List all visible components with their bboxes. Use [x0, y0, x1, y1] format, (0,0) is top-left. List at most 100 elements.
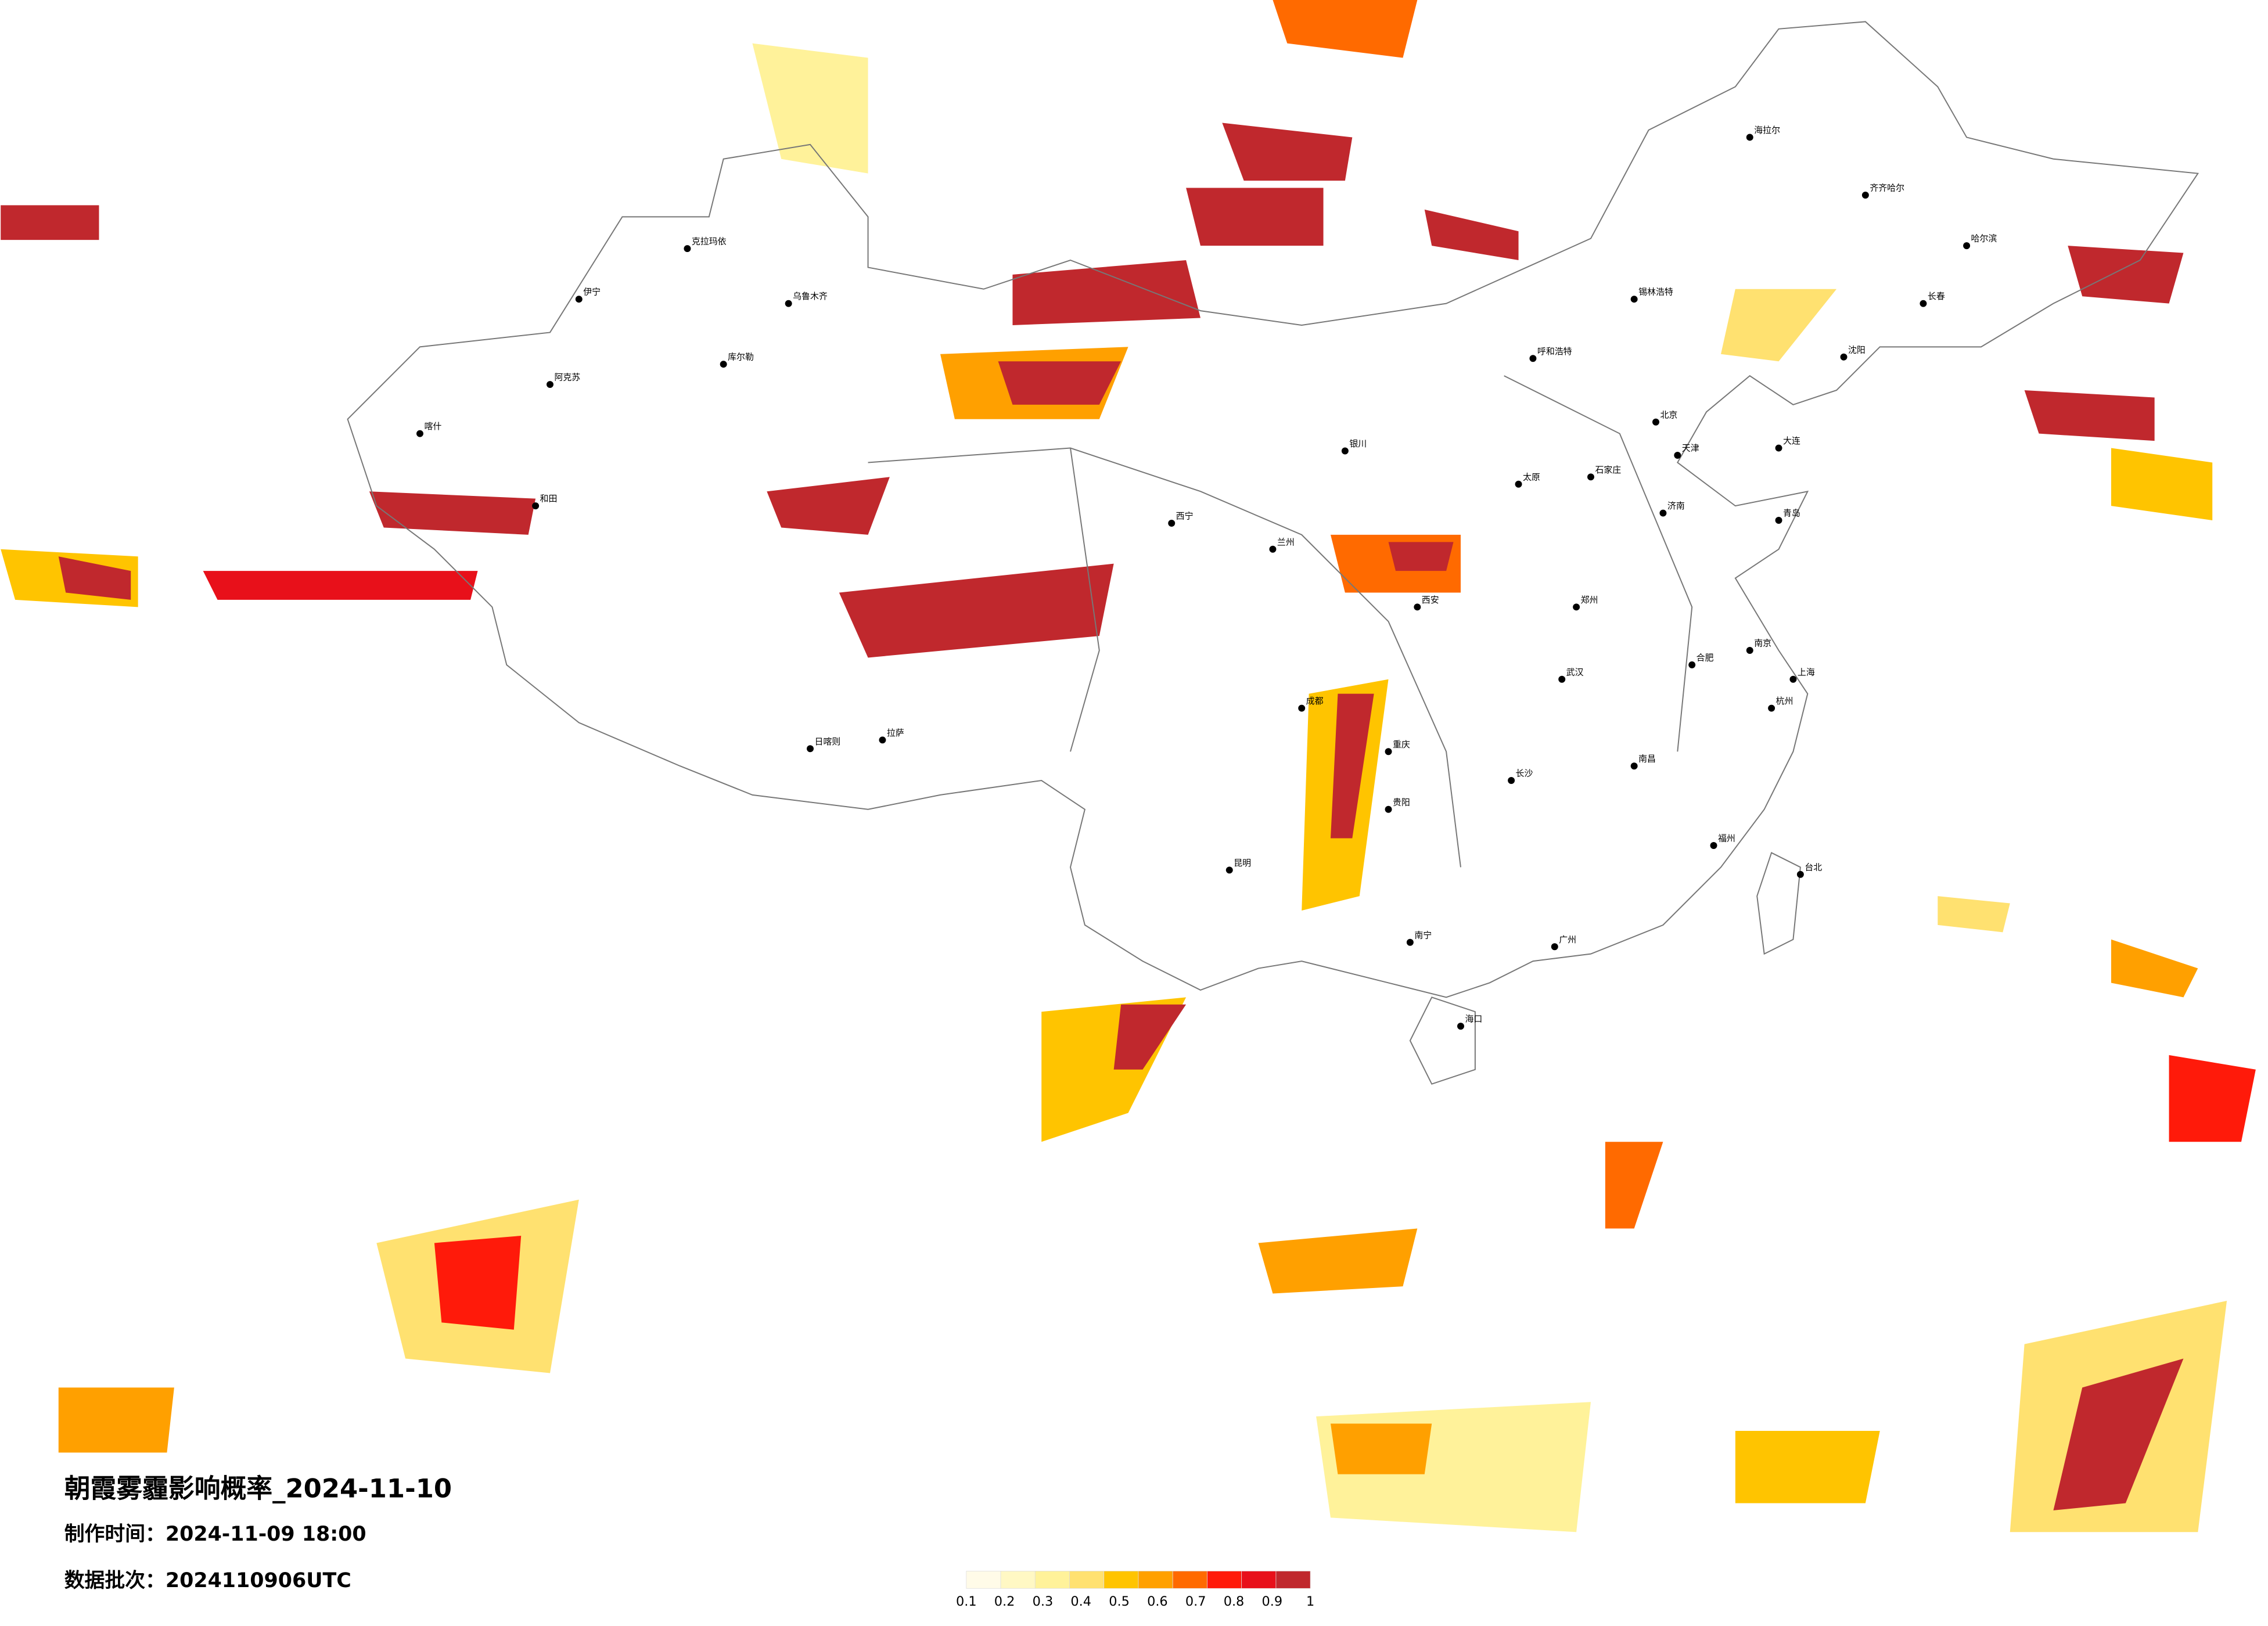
city-label: 库尔勒 — [728, 352, 754, 362]
legend-tick-label: 0.4 — [1070, 1594, 1091, 1609]
city-dot — [1674, 452, 1681, 459]
city-dot — [1341, 447, 1349, 455]
city-label: 重庆 — [1393, 739, 1410, 750]
city-label: 青岛 — [1783, 508, 1800, 519]
legend-swatch — [1069, 1571, 1105, 1589]
legend-swatch — [1172, 1571, 1207, 1589]
legend-tick-label: 0.1 — [956, 1594, 977, 1609]
city-label: 喀什 — [424, 421, 441, 431]
city-label: 长沙 — [1516, 768, 1533, 779]
city-label: 天津 — [1682, 443, 1699, 454]
map-title: 朝霞雾霾影响概率_2024-11-10 — [64, 1473, 452, 1503]
legend-swatch — [1104, 1571, 1139, 1589]
city-dot — [1746, 134, 1753, 141]
city-dot — [1385, 748, 1392, 756]
city-label: 西安 — [1422, 595, 1439, 605]
legend-swatch — [1034, 1571, 1070, 1589]
city-label: 日喀则 — [814, 736, 840, 747]
legend: 0.1 0.2 0.3 0.4 0.5 0.6 0.7 0.8 0.9 1 — [956, 1571, 1314, 1609]
legend-tick-label: 0.2 — [994, 1594, 1015, 1609]
city-dot — [1406, 938, 1414, 946]
city-label: 昆明 — [1234, 858, 1251, 868]
city-label: 上海 — [1798, 667, 1815, 677]
city-dot — [1630, 762, 1638, 770]
legend-swatch — [1138, 1571, 1173, 1589]
city-dot — [1558, 675, 1566, 683]
city-dot — [1508, 777, 1515, 784]
city-dot — [547, 381, 553, 388]
city-dot — [879, 736, 886, 744]
city-dot — [1775, 517, 1782, 524]
city-label: 台北 — [1805, 862, 1822, 872]
city-dot — [1789, 675, 1797, 683]
city-dot — [1551, 943, 1558, 951]
haze-field — [1, 0, 2256, 1533]
legend-swatch — [1275, 1571, 1311, 1589]
city-dot — [720, 361, 727, 368]
city-label: 阿克苏 — [554, 372, 580, 383]
city-dot — [1775, 444, 1782, 452]
city-label: 太原 — [1523, 472, 1540, 482]
legend-swatch — [1241, 1571, 1277, 1589]
city-label: 锡林浩特 — [1638, 287, 1673, 297]
legend-swatch — [1000, 1571, 1036, 1589]
city-label: 郑州 — [1581, 595, 1598, 605]
city-label: 武汉 — [1566, 667, 1584, 677]
city-dot — [1168, 520, 1176, 527]
city-label: 广州 — [1559, 934, 1576, 945]
city-dot — [807, 745, 814, 753]
city-label: 西宁 — [1176, 511, 1194, 521]
city-dot — [785, 300, 792, 307]
city-label: 北京 — [1660, 409, 1677, 420]
city-label: 兰州 — [1277, 537, 1295, 547]
batch-label: 数据批次： — [64, 1569, 166, 1592]
city-label: 南昌 — [1638, 754, 1656, 764]
city-dot — [1630, 296, 1638, 303]
city-dot — [1840, 353, 1848, 361]
city-label: 济南 — [1667, 501, 1685, 511]
city-label: 和田 — [540, 494, 558, 504]
city-dot — [1529, 355, 1537, 362]
city-dot — [1963, 242, 1971, 250]
city-dot — [1515, 480, 1522, 488]
city-label: 哈尔滨 — [1971, 233, 1997, 244]
city-dot — [1861, 192, 1869, 199]
city-label: 长春 — [1928, 291, 1945, 301]
city-dot — [575, 296, 583, 303]
city-dot — [1710, 842, 1717, 849]
city-dot — [1414, 603, 1421, 611]
city-label: 福州 — [1718, 833, 1735, 844]
city-label: 南宁 — [1414, 930, 1432, 940]
city-label: 石家庄 — [1595, 465, 1621, 475]
legend-tick-label: 0.3 — [1033, 1594, 1054, 1609]
city-dot — [1587, 473, 1594, 481]
city-label: 贵阳 — [1393, 797, 1410, 807]
city-label: 海拉尔 — [1754, 125, 1780, 135]
city-label: 克拉玛依 — [692, 236, 727, 247]
batch-line: 数据批次：2024110906UTC — [64, 1569, 351, 1592]
batch-value: 2024110906UTC — [166, 1569, 351, 1592]
legend-swatch — [966, 1571, 1001, 1589]
city-label: 伊宁 — [583, 287, 601, 297]
city-label: 银川 — [1349, 438, 1367, 449]
map-outline — [347, 21, 2199, 1085]
city-dot — [1385, 805, 1392, 813]
city-label: 齐齐哈尔 — [1870, 183, 1904, 193]
city-dot — [416, 430, 423, 437]
made-time: 2024-11-09 18:00 — [166, 1523, 366, 1546]
city-dot — [1920, 300, 1927, 307]
city-dot — [1746, 647, 1753, 654]
city-label: 南京 — [1754, 638, 1771, 649]
city-dot — [1298, 704, 1306, 712]
city-dot — [1225, 866, 1233, 874]
city-label: 合肥 — [1696, 652, 1714, 663]
legend-tick-label: 0.8 — [1224, 1594, 1245, 1609]
legend-tick-label: 1 — [1306, 1594, 1314, 1609]
legend-tick-label: 0.5 — [1109, 1594, 1130, 1609]
city-dot — [1768, 704, 1775, 712]
city-dot — [1659, 509, 1667, 517]
city-dot — [532, 502, 540, 510]
city-label: 乌鲁木齐 — [793, 291, 828, 301]
